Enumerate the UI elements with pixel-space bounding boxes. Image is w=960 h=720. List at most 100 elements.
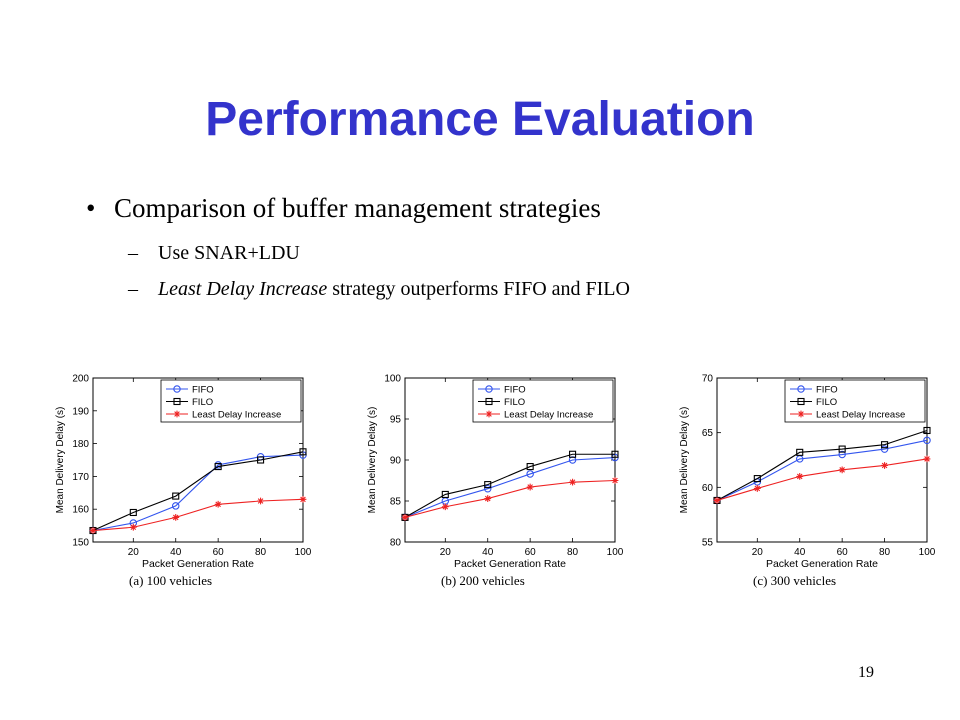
x-axis-label: Packet Generation Rate bbox=[454, 558, 566, 570]
data-point bbox=[838, 466, 846, 474]
legend-marker bbox=[173, 410, 181, 418]
x-tick-label: 100 bbox=[919, 547, 936, 558]
data-point bbox=[753, 475, 761, 483]
data-point bbox=[880, 445, 889, 453]
y-axis-label: Mean Delivery Delay (s) bbox=[679, 407, 690, 514]
y-tick-label: 150 bbox=[72, 538, 89, 549]
chart-200-vehicles: 20 40 60 80 100 80 85 90 95 100 Packet Generation … bbox=[367, 374, 624, 589]
x-tick-label: 80 bbox=[879, 547, 891, 558]
x-tick-label: 20 bbox=[128, 547, 140, 558]
series-line bbox=[92, 451, 304, 532]
data-point bbox=[526, 463, 534, 471]
data-point bbox=[129, 523, 137, 531]
data-point bbox=[172, 492, 180, 500]
x-tick-label: 40 bbox=[170, 547, 182, 558]
data-point bbox=[526, 470, 534, 478]
x-tick-label: 40 bbox=[482, 547, 494, 558]
data-point bbox=[753, 485, 761, 492]
data-point bbox=[923, 426, 931, 435]
data-point bbox=[796, 448, 804, 456]
data-point bbox=[129, 508, 137, 517]
series-line bbox=[404, 456, 616, 518]
y-tick-label: 65 bbox=[702, 428, 714, 439]
slide-title: Performance Evaluation bbox=[205, 93, 755, 146]
data-point bbox=[881, 462, 888, 469]
x-tick-label: 80 bbox=[255, 547, 267, 558]
series-line bbox=[92, 454, 304, 532]
legend-label: FIFO bbox=[504, 385, 526, 396]
data-point bbox=[172, 514, 180, 521]
legend-marker bbox=[485, 397, 493, 406]
data-point bbox=[257, 497, 264, 505]
series-line bbox=[716, 439, 928, 501]
data-point bbox=[611, 477, 619, 484]
data-point bbox=[214, 500, 222, 508]
legend-label: Least Delay Increase bbox=[504, 410, 593, 421]
data-point bbox=[257, 456, 265, 464]
data-point bbox=[569, 478, 576, 486]
x-tick-label: 20 bbox=[440, 547, 452, 558]
legend-label: FILO bbox=[192, 397, 213, 408]
y-tick-label: 70 bbox=[702, 374, 714, 385]
y-tick-label: 100 bbox=[384, 374, 401, 385]
data-point bbox=[214, 463, 222, 471]
series-line bbox=[716, 458, 928, 501]
legend-marker bbox=[797, 385, 805, 393]
series-line bbox=[404, 453, 615, 518]
x-tick-label: 100 bbox=[295, 547, 312, 558]
series-fifo bbox=[89, 451, 307, 535]
y-tick-label: 95 bbox=[390, 415, 402, 426]
data-point bbox=[484, 495, 492, 502]
series-line bbox=[404, 479, 616, 518]
x-tick-label: 60 bbox=[213, 547, 225, 558]
data-point bbox=[299, 495, 307, 503]
legend-marker bbox=[797, 397, 805, 406]
main-bullet: • Comparison of buffer management strateg… bbox=[86, 193, 601, 224]
y-axis-label: Mean Delivery Delay (s) bbox=[367, 407, 378, 514]
data-point bbox=[299, 448, 307, 456]
y-tick-label: 80 bbox=[390, 538, 402, 549]
data-point bbox=[923, 436, 931, 445]
data-point bbox=[796, 473, 804, 480]
sub-bullet-1-text: Use SNAR+LDU bbox=[158, 242, 300, 264]
y-tick-label: 190 bbox=[72, 406, 89, 417]
y-tick-label: 180 bbox=[72, 439, 89, 450]
sub-bullet-dash: – bbox=[128, 242, 138, 264]
series-filo bbox=[713, 426, 931, 505]
x-tick-label: 60 bbox=[837, 547, 849, 558]
data-point bbox=[526, 483, 534, 491]
bullet-dot: • bbox=[86, 193, 96, 223]
series-line bbox=[716, 429, 928, 501]
chart-caption: (b) 200 vehicles bbox=[441, 573, 525, 588]
data-point bbox=[401, 514, 409, 521]
data-point bbox=[569, 450, 577, 458]
y-axis-label: Mean Delivery Delay (s) bbox=[55, 407, 66, 514]
data-point bbox=[838, 445, 846, 453]
chart-caption: (c) 300 vehicles bbox=[753, 573, 836, 588]
series-least-delay-increase bbox=[713, 455, 931, 504]
x-axis-label: Packet Generation Rate bbox=[142, 558, 254, 570]
y-tick-label: 85 bbox=[390, 497, 402, 508]
chart-300-vehicles: 20 40 60 80 100 55 60 65 70 Packet Generation Rat… bbox=[679, 374, 936, 589]
y-tick-label: 200 bbox=[72, 374, 89, 385]
legend-marker bbox=[797, 410, 805, 418]
x-tick-label: 20 bbox=[752, 547, 764, 558]
sub-bullet-2-italic: Least Delay Increase bbox=[158, 278, 328, 300]
x-axis-label: Packet Generation Rate bbox=[766, 558, 878, 570]
legend-marker bbox=[173, 397, 181, 406]
chart-caption: (a) 100 vehicles bbox=[129, 573, 212, 588]
x-tick-label: 60 bbox=[525, 547, 537, 558]
y-tick-label: 60 bbox=[702, 483, 714, 494]
legend-label: FIFO bbox=[192, 385, 214, 396]
series-least-delay-increase bbox=[401, 477, 619, 521]
data-point bbox=[881, 441, 889, 449]
page-number: 19 bbox=[858, 664, 874, 681]
x-tick-label: 40 bbox=[794, 547, 806, 558]
data-point bbox=[838, 450, 846, 459]
chart-100-vehicles: 20 40 60 80 100 150 160 170 180 190 200 Packet Gene… bbox=[55, 374, 312, 589]
legend-marker bbox=[173, 385, 181, 393]
bullet-text: Comparison of buffer management strategi… bbox=[114, 193, 601, 223]
